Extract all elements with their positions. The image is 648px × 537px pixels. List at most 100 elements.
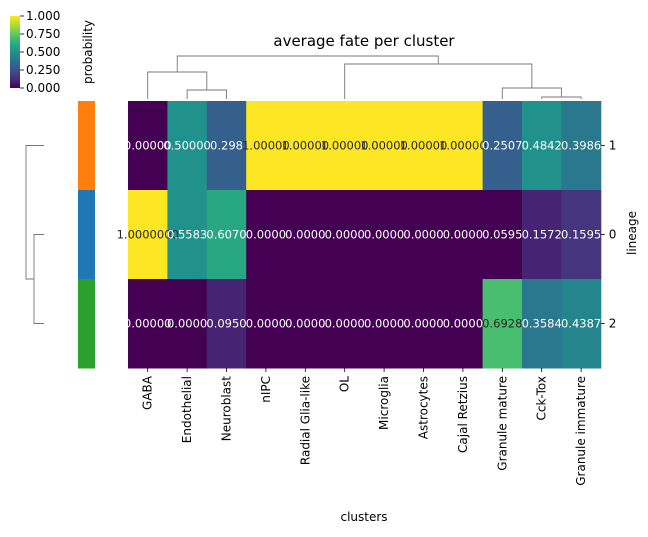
cell-value-label: 0.50000 [163,139,211,153]
heatmap-cell [561,279,602,369]
heatmap-cell [482,190,523,280]
dendrogram-link [344,63,533,99]
x-tick-label: Microglia [377,376,391,430]
heatmap-cell [364,279,405,369]
heatmap-cell [364,101,405,191]
cell-value-label: 0.0000 [285,228,325,242]
cell-value-label: 0.2507 [482,139,522,153]
heatmap-cell [443,101,484,191]
chart-title: average fate per cluster [273,32,455,50]
cell-value-label: 1.00000 [360,139,408,153]
dendrogram-link [33,234,44,324]
heatmap-cell [246,190,287,280]
heatmap-cell [443,190,484,280]
cell-value-label: 0.0000 [364,317,404,331]
heatmap-cell [443,279,484,369]
cell-value-label: 1.0000000 [117,228,179,242]
heatmap-cell [128,101,168,191]
cell-value-label: 0.0595 [482,228,522,242]
heatmap-cell [403,279,444,369]
cell-value-label: 0.3986 [561,139,601,153]
row-color-2 [78,279,95,369]
cell-value-label: 1.00000 [321,139,369,153]
dendrogram-link [25,145,44,280]
heatmap-cell [325,190,365,280]
row-color-1 [78,101,95,191]
heatmap-cell [482,101,523,191]
cell-value-label: 1.00000 [400,139,448,153]
heatmap-cell [167,101,208,191]
x-tick-label: Neuroblast [220,376,234,442]
heatmap-cell [522,279,562,369]
heatmap-cell [482,279,523,369]
heatmap-cells [128,101,602,369]
heatmap-cell [167,279,208,369]
y-tick-label: 1 [609,139,617,153]
heatmap-cell-labels: 0.000000.50000 0.298 1.000001.000001.00000… [117,139,602,331]
heatmap-cell [403,101,444,191]
x-axis-label: clusters [340,510,387,524]
cell-value-label: 0.00000 [124,139,172,153]
cell-value-label: 1.00000 [282,139,330,153]
dendrogram-link [147,71,208,99]
x-tick-label: Cck-Tox [535,376,549,421]
colorbar-tick-label: 0.750 [26,27,60,41]
heatmap-cell [128,190,168,280]
colorbar-ticks: 1.000 0.750 0.500 0.250 0.000 [20,9,60,95]
heatmap-cell [522,190,562,280]
heatmap-cell [522,101,562,191]
x-axis-ticks: GABA Endothelial Neuroblast nIPC Radial Glia… [141,368,588,486]
heatmap-cell [285,101,326,191]
heatmap-cell [206,190,247,280]
colorbar [10,16,20,88]
cell-value-label: 0.4387 [561,317,601,331]
heatmap-cell [285,279,326,369]
cell-value-label: 0.4842 [522,139,562,153]
dendrogram-link [186,89,227,99]
row-dendrogram [25,145,44,324]
y-axis-ticks: 1 0 2 [600,139,617,331]
heatmap-cell [364,190,405,280]
heatmap-cell [325,279,365,369]
column-dendrogram [147,55,582,99]
cell-value-label: 0.298 [210,139,243,153]
heatmap-cell [246,279,287,369]
cell-value-label: 0.0000 [167,317,207,331]
x-tick-label: Cajal Retzius [456,376,470,453]
row-color-strip [78,101,95,369]
cell-value-label: 0.6928 [482,317,522,331]
colorbar-label: probability [81,20,95,84]
row-color-0 [78,190,95,280]
heatmap-cell [167,190,208,280]
colorbar-tick-label: 1.000 [26,9,60,23]
heatmap-cell [285,190,326,280]
cell-value-label: 0.0000 [364,228,404,242]
cell-value-label: 0.1595 [561,228,601,242]
x-tick-label: Astrocytes [417,376,431,439]
heatmap-cell [246,101,287,191]
x-tick-label: Granule immature [574,376,588,486]
cell-value-label: 0.0000 [403,228,443,242]
cell-value-label: 1.00000 [242,139,290,153]
cell-value-label: 0.0000 [285,317,325,331]
dendrogram-link [541,96,582,99]
cell-value-label: 0.0950 [206,317,246,331]
x-tick-label: GABA [141,375,155,410]
cell-value-label: 0.0000 [325,317,365,331]
x-tick-label: Granule mature [495,376,509,471]
heatmap-cell [561,190,602,280]
cell-value-label: 0.5583 [167,228,207,242]
cell-value-label: 0.0000 [246,317,286,331]
cell-value-label: 0.0000 [443,228,483,242]
cell-value-label: 1.00000 [439,139,487,153]
y-tick-label: 2 [609,317,617,331]
colorbar-tick-label: 0.500 [26,45,60,59]
x-tick-label: OL [338,376,352,392]
cell-value-label: 0.0000 [403,317,443,331]
x-tick-label: nIPC [259,376,273,403]
cell-value-label: 0.3584 [522,317,562,331]
colorbar-tick-label: 0.250 [26,63,60,77]
x-tick-label: Endothelial [180,376,194,443]
